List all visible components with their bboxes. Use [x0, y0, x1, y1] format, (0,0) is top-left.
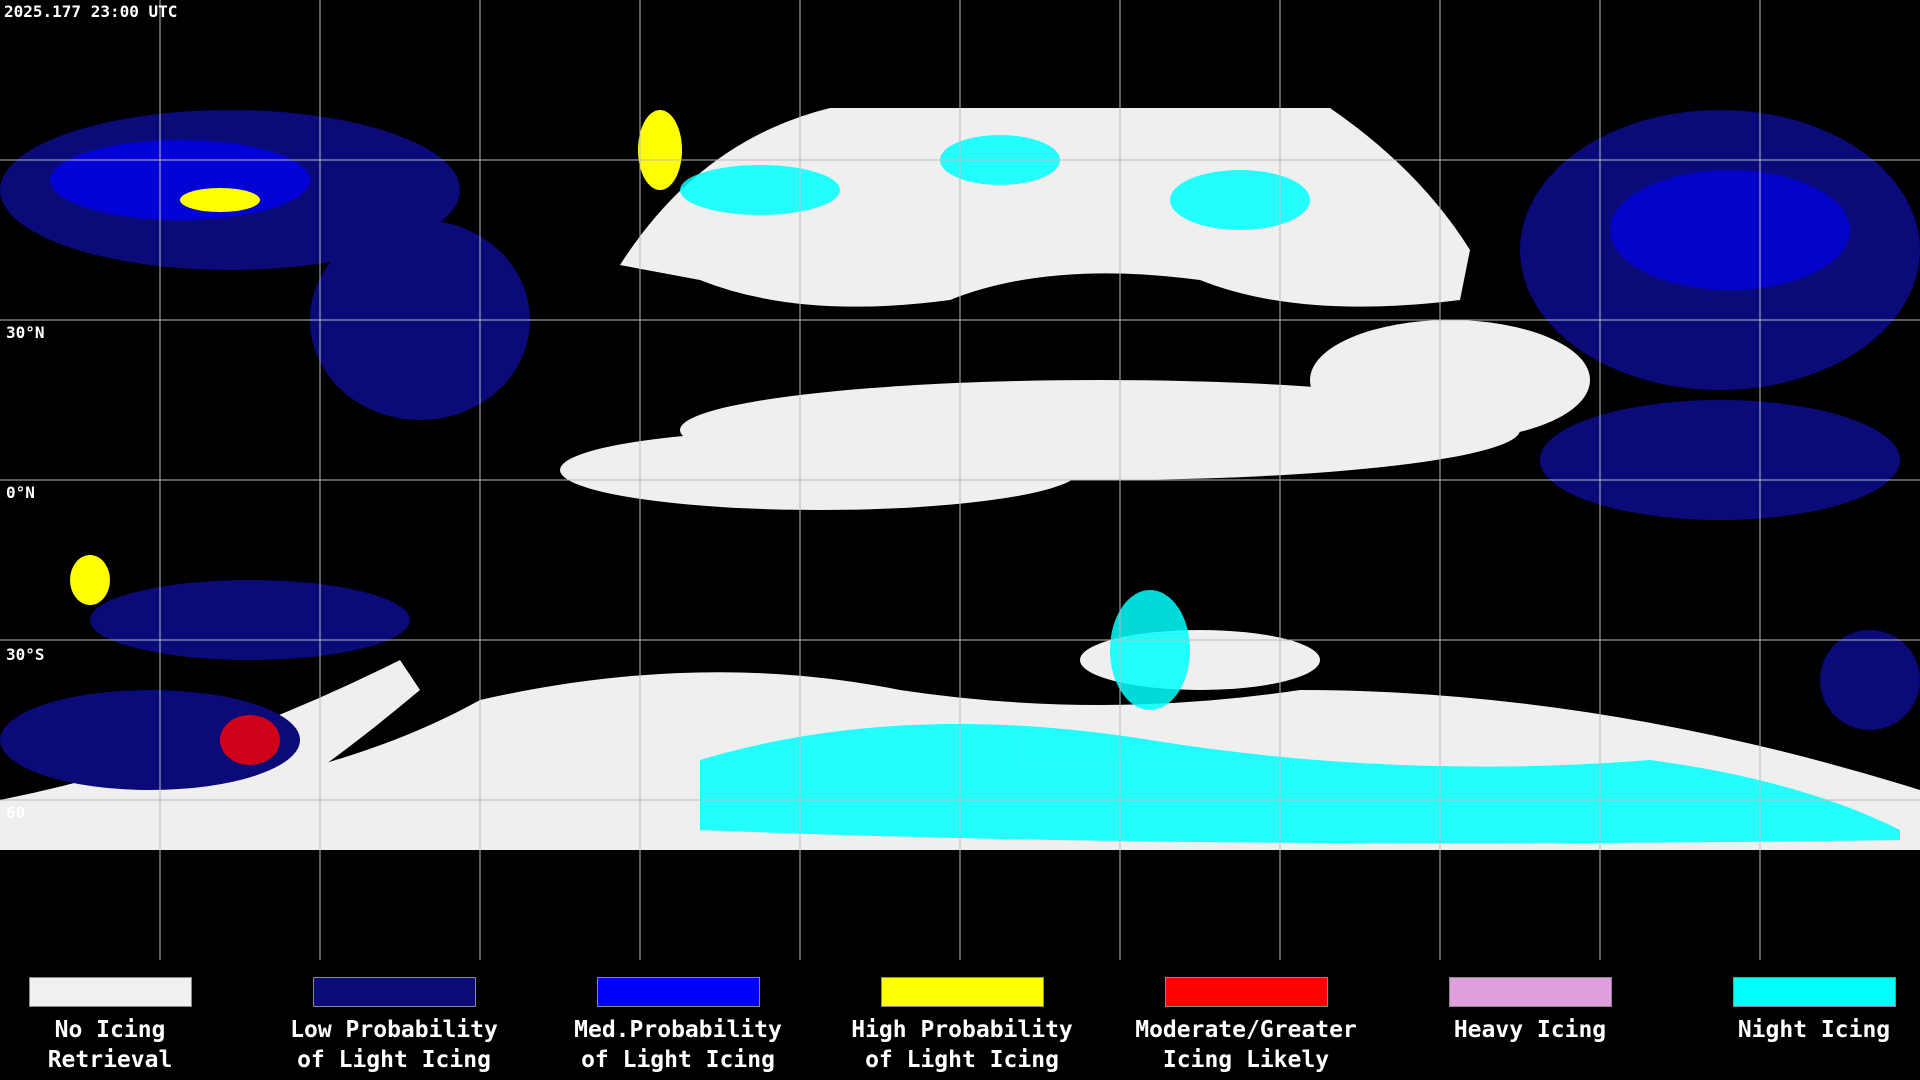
legend-item: Med.Probability of Light Icing [536, 977, 820, 1075]
legend-text: Low Probability [290, 1017, 498, 1043]
graticule [0, 0, 1920, 960]
legend-item: High Probability of Light Icing [820, 977, 1104, 1075]
legend-text: Heavy Icing [1453, 1017, 1607, 1043]
legend-swatch [1448, 977, 1612, 1007]
legend-label: Heavy Icing [1388, 1015, 1672, 1045]
legend-item: Night Icing [1672, 977, 1920, 1045]
legend-label: No Icing Retrieval [0, 1015, 252, 1075]
legend-item: Moderate/Greater Icing Likely [1104, 977, 1388, 1075]
legend-swatch [28, 977, 192, 1007]
legend-label: High Probability of Light Icing [820, 1015, 1104, 1075]
latitude-label: 60 [6, 803, 26, 822]
latitude-label: 30°S [6, 645, 45, 664]
legend-text: Icing Likely [1162, 1047, 1330, 1073]
legend-item: Low Probability of Light Icing [252, 977, 536, 1075]
legend-item: No Icing Retrieval [0, 977, 252, 1075]
legend-text: Night Icing [1737, 1017, 1891, 1043]
legend-item: Heavy Icing [1388, 977, 1672, 1045]
legend-text: of Light Icing [865, 1047, 1059, 1073]
legend-label: Med.Probability of Light Icing [536, 1015, 820, 1075]
legend-text: of Light Icing [297, 1047, 491, 1073]
map [0, 0, 1920, 960]
legend-text: of Light Icing [581, 1047, 775, 1073]
timestamp: 2025.177 23:00 UTC [4, 2, 178, 21]
legend-text: Moderate/Greater [1135, 1017, 1357, 1043]
legend-text: No Icing [54, 1017, 166, 1043]
legend-label: Moderate/Greater Icing Likely [1104, 1015, 1388, 1075]
legend-swatch [1164, 977, 1328, 1007]
latitude-label: 30°N [6, 323, 45, 342]
latitude-label: 0°N [6, 483, 35, 502]
legend-swatch [880, 977, 1044, 1007]
legend-swatch [596, 977, 760, 1007]
legend-text: High Probability [851, 1017, 1073, 1043]
legend-swatch [312, 977, 476, 1007]
legend-swatch [1732, 977, 1896, 1007]
legend-label: Low Probability of Light Icing [252, 1015, 536, 1075]
legend-text: Med.Probability [574, 1017, 782, 1043]
legend-label: Night Icing [1672, 1015, 1920, 1045]
legend-text: Retrieval [47, 1047, 173, 1073]
